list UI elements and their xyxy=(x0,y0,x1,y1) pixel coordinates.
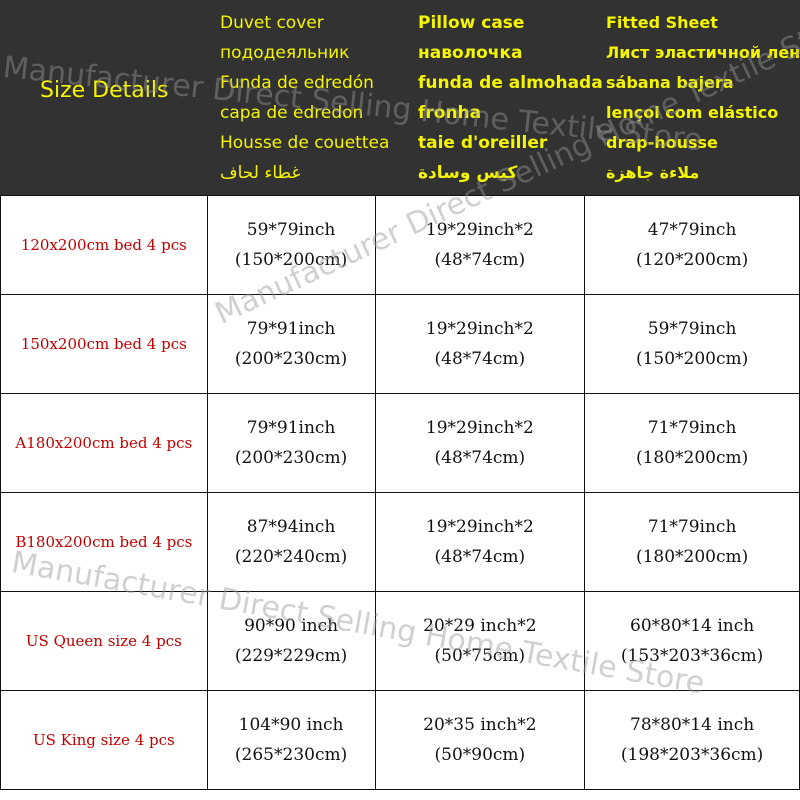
header-line: Pillow case xyxy=(418,13,525,33)
size-inch: 71*79inch xyxy=(647,517,737,537)
size-inch: 104*90 inch xyxy=(238,715,344,735)
size-cm: (120*200cm) xyxy=(635,250,749,270)
header-line: كيس وسادة xyxy=(418,163,518,183)
pillow-size-cell: 19*29inch*2 (48*74cm) xyxy=(374,195,586,295)
size-inch: 20*35 inch*2 xyxy=(423,715,537,735)
size-cm: (180*200cm) xyxy=(635,547,749,567)
header-line: наволочка xyxy=(418,43,523,63)
table-row: B180x200cm bed 4 pcs 87*94inch (220*240cm)… xyxy=(0,492,800,592)
size-inch: 87*94inch xyxy=(246,517,336,537)
header-line: Housse de couettea xyxy=(220,133,390,153)
header-line: drap-housse xyxy=(606,133,718,152)
header-duvet-cover: Duvet cover пододеяльник Funda de edredó… xyxy=(220,8,389,188)
sheet-size-cell: 60*80*14 inch (153*203*36cm) xyxy=(584,591,800,691)
pillow-size-cell: 19*29inch*2 (48*74cm) xyxy=(374,492,586,592)
row-label: 120x200cm bed 4 pcs xyxy=(0,195,208,295)
header-line: funda de almohada xyxy=(418,73,603,93)
size-cm: (180*200cm) xyxy=(635,448,749,468)
size-inch: 19*29inch*2 xyxy=(425,319,534,339)
header-line: lençol com elástico xyxy=(606,103,779,122)
table-row: A180x200cm bed 4 pcs 79*91inch (200*230cm)… xyxy=(0,393,800,493)
header-fitted-sheet: Fitted Sheet Лист эластичной лент sábana… xyxy=(606,8,800,188)
duvet-size-cell: 79*91inch (200*230cm) xyxy=(206,393,376,493)
size-cm: (150*200cm) xyxy=(635,349,749,369)
row-label: B180x200cm bed 4 pcs xyxy=(0,492,208,592)
size-cm: (150*200cm) xyxy=(234,250,348,270)
duvet-size-cell: 79*91inch (200*230cm) xyxy=(206,294,376,394)
size-inch: 90*90 inch xyxy=(244,616,339,636)
size-inch: 79*91inch xyxy=(246,319,336,339)
table-row: US King size 4 pcs 104*90 inch (265*230cm)… xyxy=(0,690,800,790)
size-inch: 78*80*14 inch xyxy=(630,715,755,735)
size-cm: (48*74cm) xyxy=(434,448,526,468)
size-table: 120x200cm bed 4 pcs 59*79inch (150*200cm) 1… xyxy=(0,195,800,790)
size-inch: 71*79inch xyxy=(647,418,737,438)
header-line: taie d'oreiller xyxy=(418,133,548,153)
row-label: US Queen size 4 pcs xyxy=(0,591,208,691)
size-cm: (153*203*36cm) xyxy=(620,646,764,666)
size-inch: 19*29inch*2 xyxy=(425,220,534,240)
header-line: sábana bajera xyxy=(606,73,734,92)
size-inch: 59*79inch xyxy=(246,220,336,240)
sheet-size-cell: 78*80*14 inch (198*203*36cm) xyxy=(584,690,800,790)
row-label: 150x200cm bed 4 pcs xyxy=(0,294,208,394)
size-inch: 79*91inch xyxy=(246,418,336,438)
duvet-size-cell: 104*90 inch (265*230cm) xyxy=(206,690,376,790)
header-line: Duvet cover xyxy=(220,13,324,33)
size-cm: (48*74cm) xyxy=(434,547,526,567)
table-row: US Queen size 4 pcs 90*90 inch (229*229cm)… xyxy=(0,591,800,691)
size-cm: (200*230cm) xyxy=(234,448,348,468)
header-line: غطاء لحاف xyxy=(220,163,301,183)
table-row: 150x200cm bed 4 pcs 79*91inch (200*230cm) 1… xyxy=(0,294,800,394)
pillow-size-cell: 20*35 inch*2 (50*90cm) xyxy=(374,690,586,790)
header-line: capa de edredon xyxy=(220,103,364,123)
size-cm: (220*240cm) xyxy=(234,547,348,567)
sheet-size-cell: 71*79inch (180*200cm) xyxy=(584,492,800,592)
sheet-size-cell: 47*79inch (120*200cm) xyxy=(584,195,800,295)
pillow-size-cell: 20*29 inch*2 (50*75cm) xyxy=(374,591,586,691)
pillow-size-cell: 19*29inch*2 (48*74cm) xyxy=(374,294,586,394)
header-line: Fitted Sheet xyxy=(606,13,718,32)
header-line: ملاءة جاهزة xyxy=(606,163,700,182)
size-cm: (229*229cm) xyxy=(234,646,348,666)
header-line: Лист эластичной лент xyxy=(606,43,800,62)
duvet-size-cell: 87*94inch (220*240cm) xyxy=(206,492,376,592)
table-row: 120x200cm bed 4 pcs 59*79inch (150*200cm) 1… xyxy=(0,195,800,295)
header-line: Funda de edredón xyxy=(220,73,374,93)
size-inch: 19*29inch*2 xyxy=(425,517,534,537)
header-line: fronha xyxy=(418,103,482,123)
size-cm: (48*74cm) xyxy=(434,349,526,369)
row-label: US King size 4 pcs xyxy=(0,690,208,790)
size-cm: (50*75cm) xyxy=(434,646,526,666)
sheet-size-cell: 59*79inch (150*200cm) xyxy=(584,294,800,394)
size-cm: (265*230cm) xyxy=(234,745,348,765)
duvet-size-cell: 90*90 inch (229*229cm) xyxy=(206,591,376,691)
size-cm: (200*230cm) xyxy=(234,349,348,369)
pillow-size-cell: 19*29inch*2 (48*74cm) xyxy=(374,393,586,493)
size-details-title: Size Details xyxy=(40,78,169,103)
header-line: пододеяльник xyxy=(220,43,350,63)
duvet-size-cell: 59*79inch (150*200cm) xyxy=(206,195,376,295)
size-inch: 60*80*14 inch xyxy=(630,616,755,636)
size-cm: (48*74cm) xyxy=(434,250,526,270)
row-label: A180x200cm bed 4 pcs xyxy=(0,393,208,493)
size-inch: 59*79inch xyxy=(647,319,737,339)
size-cm: (50*90cm) xyxy=(434,745,526,765)
sheet-size-cell: 71*79inch (180*200cm) xyxy=(584,393,800,493)
table-header: Size Details Duvet cover пододеяльник Fu… xyxy=(0,0,800,195)
size-cm: (198*203*36cm) xyxy=(620,745,764,765)
header-pillow-case: Pillow case наволочка funda de almohada … xyxy=(418,8,603,188)
size-inch: 20*29 inch*2 xyxy=(423,616,537,636)
size-inch: 19*29inch*2 xyxy=(425,418,534,438)
size-inch: 47*79inch xyxy=(647,220,737,240)
